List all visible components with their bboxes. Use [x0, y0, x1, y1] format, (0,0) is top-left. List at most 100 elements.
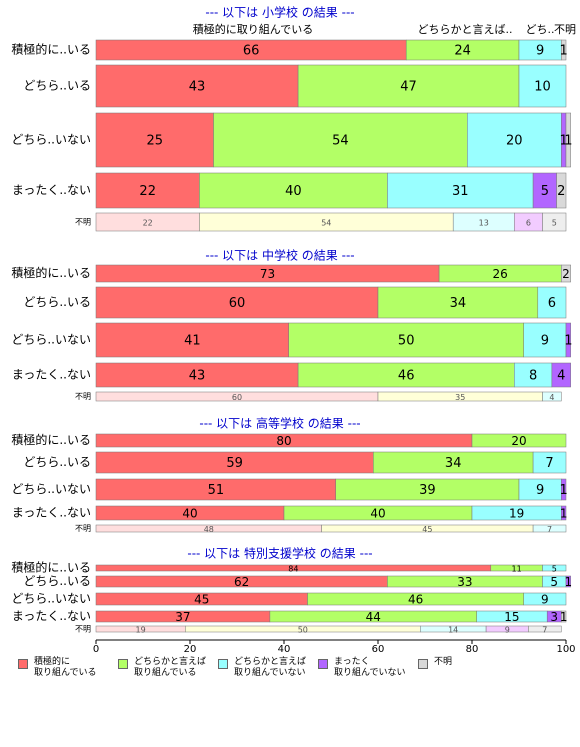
bar-segment [542, 564, 567, 572]
bar-segment [95, 322, 289, 358]
bar-segment [199, 172, 388, 209]
legend-swatch [18, 659, 28, 669]
legend-label: どちらかと言えば 取り組んでいる [134, 657, 207, 678]
x-tick-label: 20 [184, 644, 197, 655]
column-label: どち.. [526, 23, 555, 36]
bar-segment [523, 592, 567, 606]
row-label: まったく..ない [12, 506, 91, 520]
row-label: まったく..ない [12, 368, 91, 382]
value-label: 44 [366, 610, 381, 624]
value-label: 60 [229, 296, 246, 311]
bar-segment [561, 478, 567, 501]
panel-title: --- 以下は 小学校 の結果 --- [205, 5, 354, 20]
legend-item: どちらかと言えば 取り組んでいない [218, 657, 318, 679]
row-label: 不明 [75, 524, 91, 533]
value-label: 45 [194, 593, 209, 607]
column-label: 積極的に取り組んでいる [193, 22, 313, 36]
value-label: 40 [285, 184, 302, 199]
bar-segment [95, 286, 379, 319]
value-label: 46 [398, 369, 415, 384]
legend-swatch [318, 659, 328, 669]
value-label: 10 [534, 80, 551, 95]
legend-item: 不明 [418, 657, 468, 679]
value-label: 48 [204, 525, 214, 534]
value-label: 5 [550, 575, 558, 589]
bar-segment [467, 112, 562, 168]
value-label: 59 [226, 456, 243, 471]
bar-segment [523, 322, 567, 358]
value-label: 5 [552, 565, 557, 574]
value-label: 26 [493, 267, 508, 281]
value-label: 13 [479, 219, 489, 228]
value-label: 37 [175, 610, 190, 624]
value-label: 5 [541, 184, 549, 199]
x-tick-label: 80 [466, 644, 479, 655]
value-label: 80 [276, 434, 291, 448]
x-tick-label: 40 [278, 644, 291, 655]
legend-swatch [418, 659, 428, 669]
bar-segment [542, 391, 562, 402]
bar-segment [561, 505, 567, 521]
row-label: 積極的に..いる [11, 265, 91, 280]
value-label: 46 [408, 593, 423, 607]
value-label: 1 [560, 483, 568, 498]
row-label: どちら..いる [23, 574, 91, 588]
value-label: 19 [509, 507, 524, 521]
value-label: 24 [454, 44, 471, 59]
row-label: どちら..いない [11, 133, 91, 147]
bar-segment [551, 362, 571, 388]
value-label: 4 [549, 393, 554, 402]
value-label: 43 [189, 80, 206, 95]
bar-segment [213, 112, 468, 168]
value-label: 9 [536, 483, 544, 498]
value-label: 1 [560, 44, 568, 59]
value-label: 9 [541, 593, 549, 607]
x-tick-label: 60 [372, 644, 385, 655]
panel-title: --- 以下は 中学校 の結果 --- [205, 248, 354, 263]
value-label: 50 [298, 626, 308, 635]
value-label: 84 [288, 565, 298, 574]
value-label: 60 [232, 393, 242, 402]
legend-swatch [118, 659, 128, 669]
value-label: 54 [332, 134, 349, 149]
row-label: どちら..いない [11, 333, 91, 347]
value-label: 51 [208, 483, 225, 498]
bar-segment [297, 362, 515, 388]
row-label: どちら..いる [23, 79, 91, 93]
value-label: 14 [448, 626, 458, 635]
value-label: 2 [557, 184, 565, 199]
legend: 積極的に 取り組んでいる どちらかと言えば 取り組んでいる どちらかと言えば 取り組… [18, 657, 468, 679]
bar-segment [565, 112, 571, 168]
row-label: どちら..いない [11, 482, 91, 496]
value-label: 31 [452, 184, 469, 199]
row-label: 積極的に..いる [11, 560, 91, 575]
bar-segment [95, 172, 200, 209]
legend-item: まったく 取り組んでいない [318, 657, 418, 679]
value-label: 34 [445, 456, 462, 471]
value-label: 7 [545, 456, 553, 471]
value-label: 20 [506, 134, 523, 149]
row-label: 不明 [75, 625, 91, 634]
bar-segment [561, 610, 567, 623]
value-label: 19 [136, 626, 146, 635]
bar-segment [528, 625, 562, 633]
value-label: 3 [550, 610, 558, 624]
value-label: 22 [143, 219, 153, 228]
bar-segment [95, 64, 299, 108]
value-label: 2 [562, 267, 570, 281]
legend-label: 積極的に 取り組んでいる [34, 657, 97, 678]
value-label: 1 [565, 575, 573, 589]
x-tick-label: 100 [556, 644, 575, 655]
value-label: 4 [557, 369, 565, 384]
legend-label: どちらかと言えば 取り組んでいない [234, 657, 307, 678]
value-label: 54 [321, 219, 331, 228]
value-label: 5 [552, 219, 557, 228]
value-label: 45 [422, 525, 432, 534]
bar-segment [565, 322, 571, 358]
row-label: まったく..ない [12, 183, 91, 197]
bar-segment [377, 286, 539, 319]
row-label: どちら..いる [23, 455, 91, 469]
bar-segment [95, 112, 214, 168]
legend-item: 積極的に 取り組んでいる [18, 657, 118, 679]
